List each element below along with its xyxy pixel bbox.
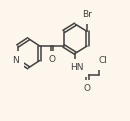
Text: O: O (84, 84, 91, 93)
Text: Cl: Cl (98, 56, 107, 65)
Text: HN: HN (70, 63, 83, 72)
Text: Br: Br (82, 10, 92, 19)
Text: N: N (13, 56, 19, 65)
Text: O: O (48, 55, 56, 64)
